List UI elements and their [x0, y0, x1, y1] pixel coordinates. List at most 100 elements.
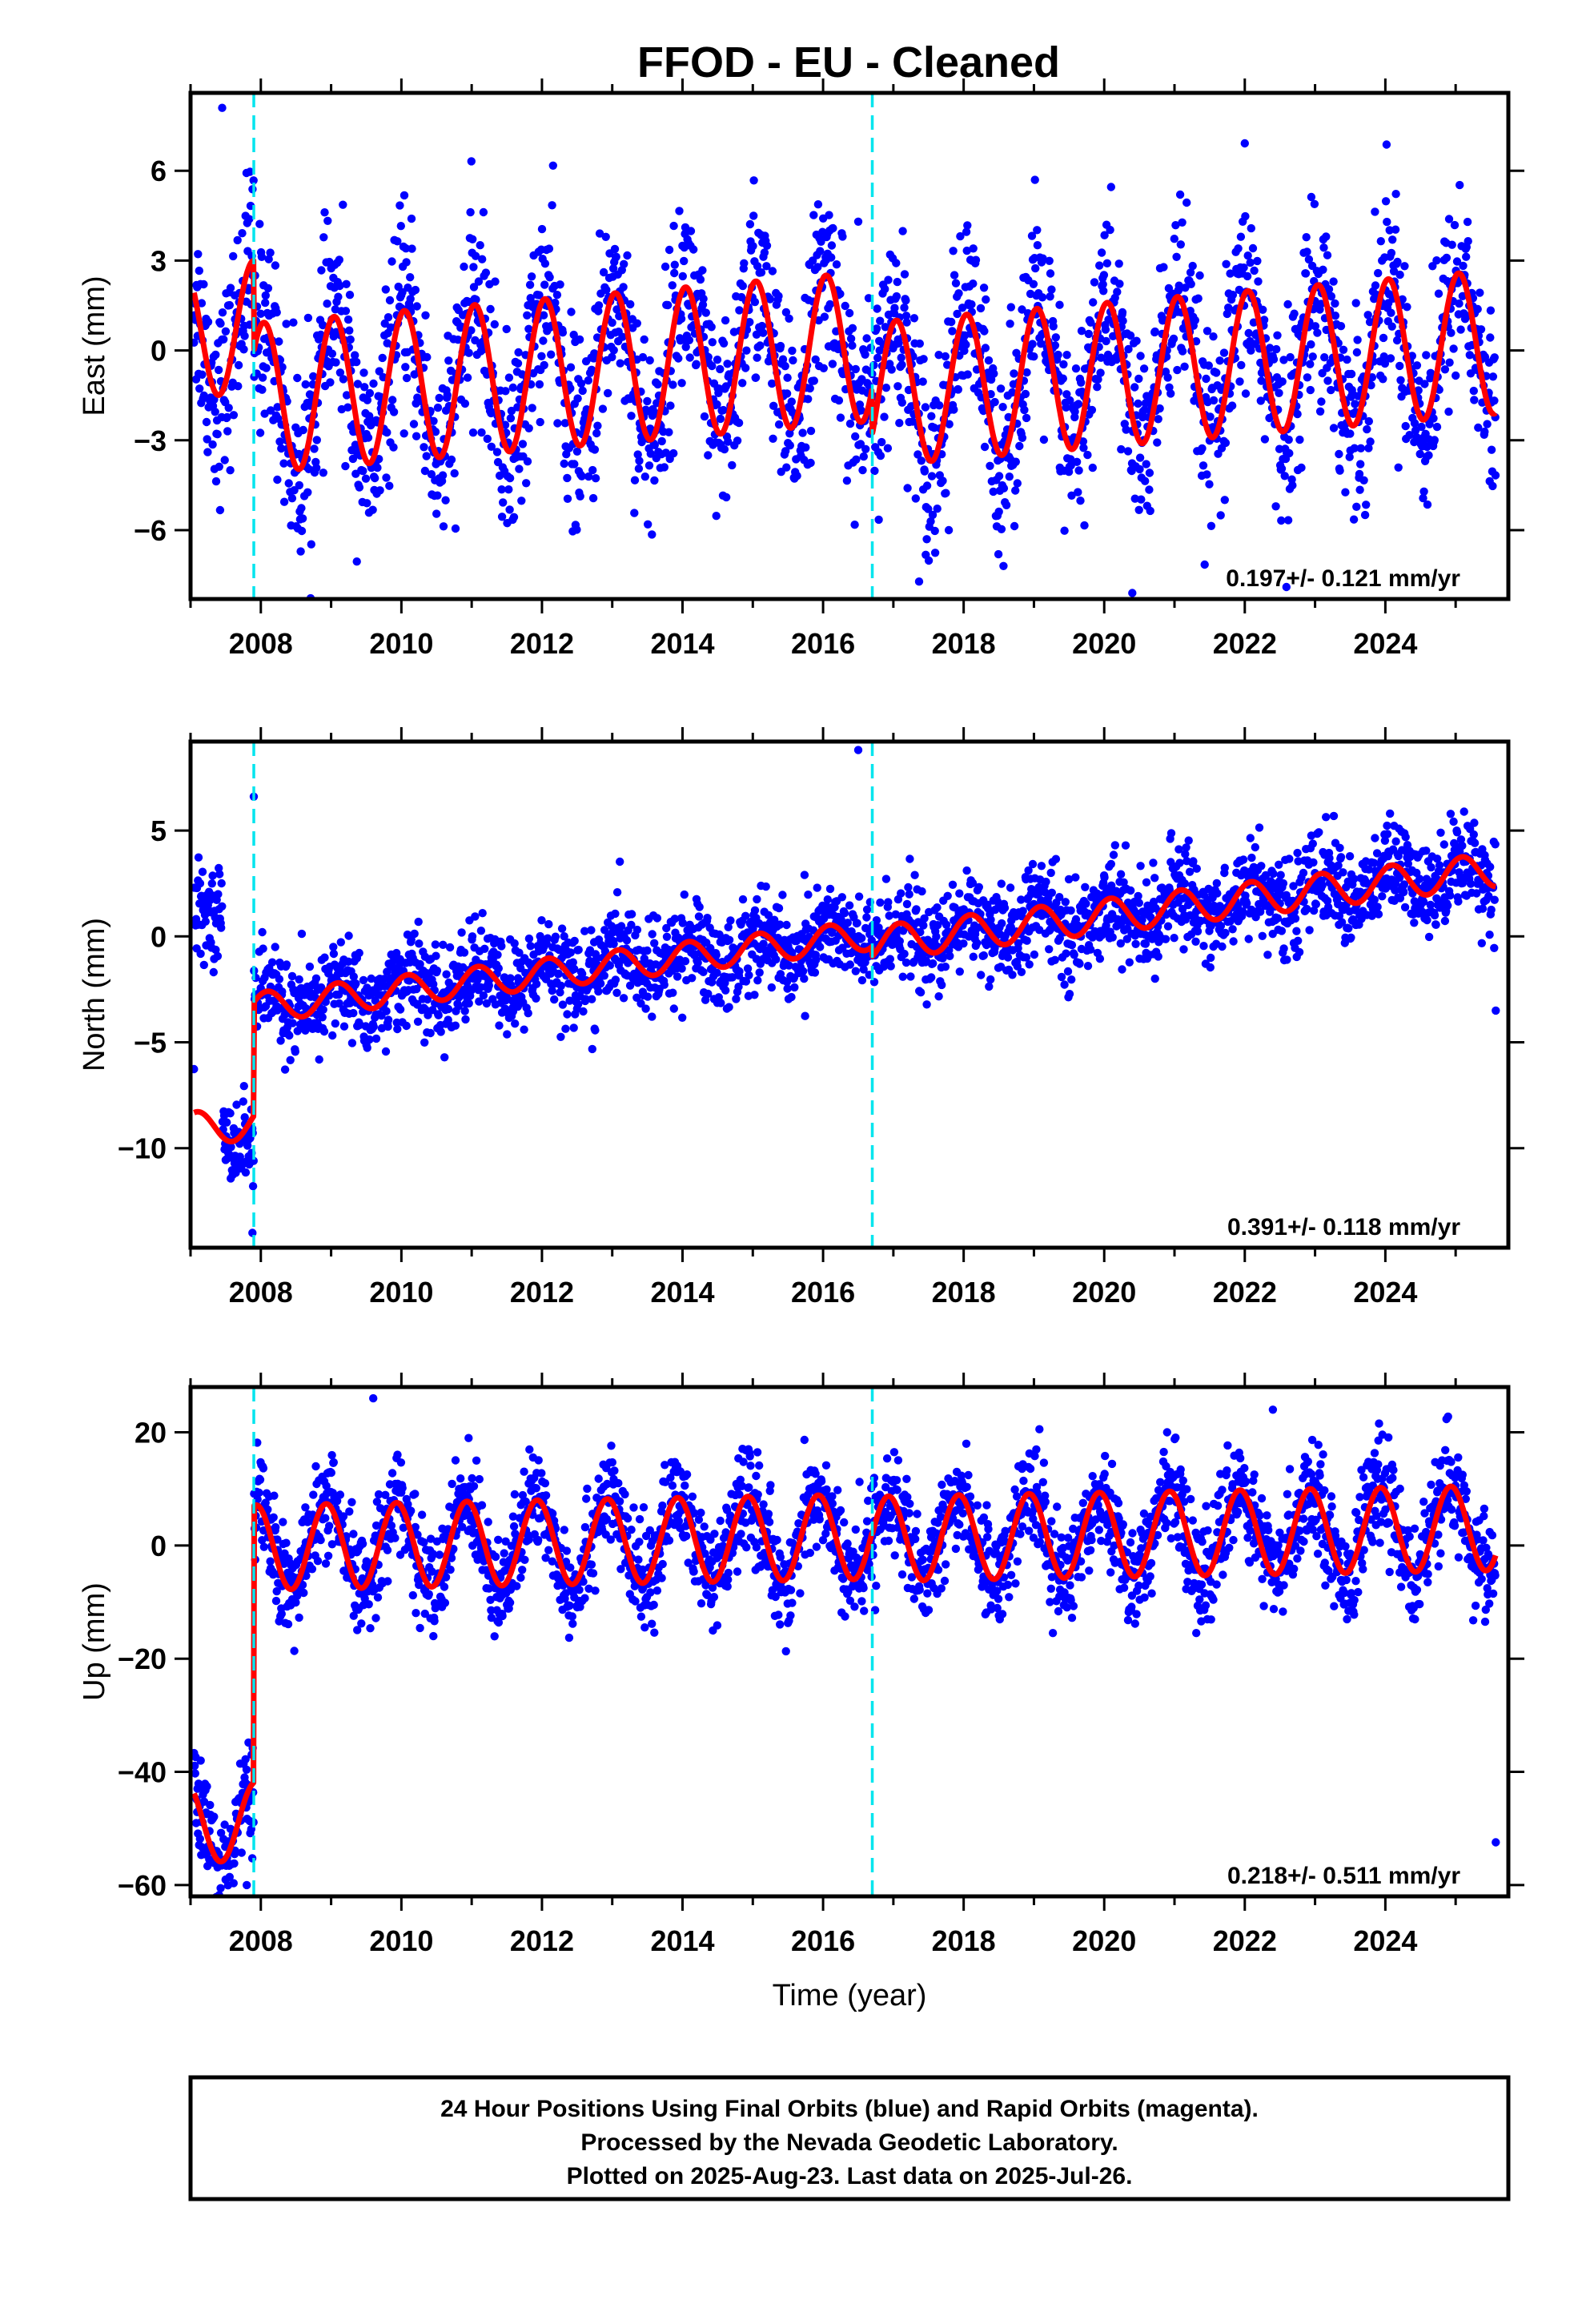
east-point — [846, 334, 856, 344]
east-point — [215, 505, 225, 515]
east-point — [902, 318, 911, 327]
east-point — [962, 227, 971, 236]
north-point — [347, 1039, 357, 1047]
east-point — [355, 483, 364, 492]
east-point — [551, 298, 560, 308]
east-point — [1011, 486, 1020, 495]
east-point — [1303, 373, 1312, 382]
east-point — [1235, 377, 1244, 386]
east-point — [527, 272, 536, 281]
north-point — [1218, 942, 1227, 951]
east-point — [537, 352, 546, 360]
north-point — [895, 937, 905, 946]
east-point — [447, 455, 456, 464]
north-point — [874, 923, 883, 932]
east-point — [1243, 271, 1252, 281]
east-point — [1424, 451, 1433, 460]
east-point — [309, 372, 318, 381]
east-point — [537, 224, 547, 234]
north-point — [1061, 898, 1070, 907]
east-point — [1293, 409, 1302, 419]
north-point — [1344, 924, 1353, 933]
east-point — [1076, 497, 1085, 505]
east-point — [1006, 303, 1016, 312]
north-point — [471, 912, 480, 921]
east-point — [928, 510, 938, 520]
north-point — [532, 979, 541, 989]
east-point — [211, 350, 220, 360]
north-point — [845, 960, 855, 969]
east-point — [1155, 404, 1164, 413]
east-point — [323, 216, 332, 225]
east-point — [1241, 389, 1251, 398]
east-point — [1259, 316, 1269, 324]
east-point — [900, 304, 909, 312]
east-point — [1412, 432, 1421, 442]
east-point — [1331, 312, 1340, 320]
east-point — [1099, 271, 1109, 279]
north-point — [1299, 868, 1308, 878]
east-point — [1171, 221, 1180, 230]
east-point — [1400, 262, 1409, 271]
north-point — [862, 905, 872, 915]
east-point — [897, 398, 907, 407]
north-point — [196, 949, 205, 959]
east-point — [612, 252, 620, 261]
north-point — [464, 999, 473, 1008]
east-point — [501, 387, 510, 396]
east-point — [1350, 444, 1359, 452]
north-point — [218, 902, 227, 911]
north-point — [526, 942, 535, 951]
east-point — [768, 267, 777, 275]
east-point — [312, 464, 321, 472]
east-point — [443, 391, 452, 400]
east-point — [719, 339, 729, 348]
north-point — [369, 1022, 378, 1031]
north-point — [948, 880, 958, 890]
east-point — [1146, 506, 1154, 516]
east-point — [1191, 316, 1200, 325]
east-point — [433, 403, 443, 412]
north-point — [201, 917, 210, 926]
east-point — [1246, 258, 1255, 267]
east-point — [1285, 448, 1294, 458]
east-point — [953, 309, 962, 319]
east-point — [645, 356, 654, 365]
east-rate-label: 0.197+/- 0.121 mm/yr — [1226, 565, 1460, 592]
east-point — [1280, 472, 1289, 480]
east-point — [842, 476, 852, 485]
north-point — [1057, 972, 1066, 982]
north-point — [275, 975, 284, 983]
north-point — [432, 966, 442, 975]
north-point — [662, 923, 671, 933]
north-point — [1118, 965, 1126, 974]
east-point — [1470, 396, 1479, 404]
north-point — [699, 967, 708, 977]
east-point — [401, 363, 410, 372]
east-point — [890, 304, 899, 312]
east-point — [539, 311, 548, 320]
east-point — [223, 427, 232, 436]
north-point — [282, 960, 291, 969]
east-outlier-point — [1128, 589, 1137, 597]
north-point — [209, 967, 218, 977]
north-point — [1163, 922, 1173, 931]
north-point — [436, 1027, 445, 1036]
east-point — [949, 247, 958, 255]
east-point — [1434, 289, 1443, 298]
north-point — [800, 974, 809, 983]
north-point — [1221, 928, 1230, 938]
east-point — [221, 327, 231, 336]
east-point — [920, 467, 930, 476]
east-point — [547, 350, 556, 359]
east-point — [504, 485, 513, 494]
east-point — [272, 308, 281, 317]
east-point — [901, 296, 910, 305]
east-point — [1311, 322, 1320, 331]
north-point — [1279, 944, 1288, 953]
east-point — [451, 524, 460, 533]
north-point — [1191, 937, 1200, 947]
east-point — [661, 448, 670, 457]
north-point — [813, 883, 821, 892]
east-point — [608, 264, 618, 273]
